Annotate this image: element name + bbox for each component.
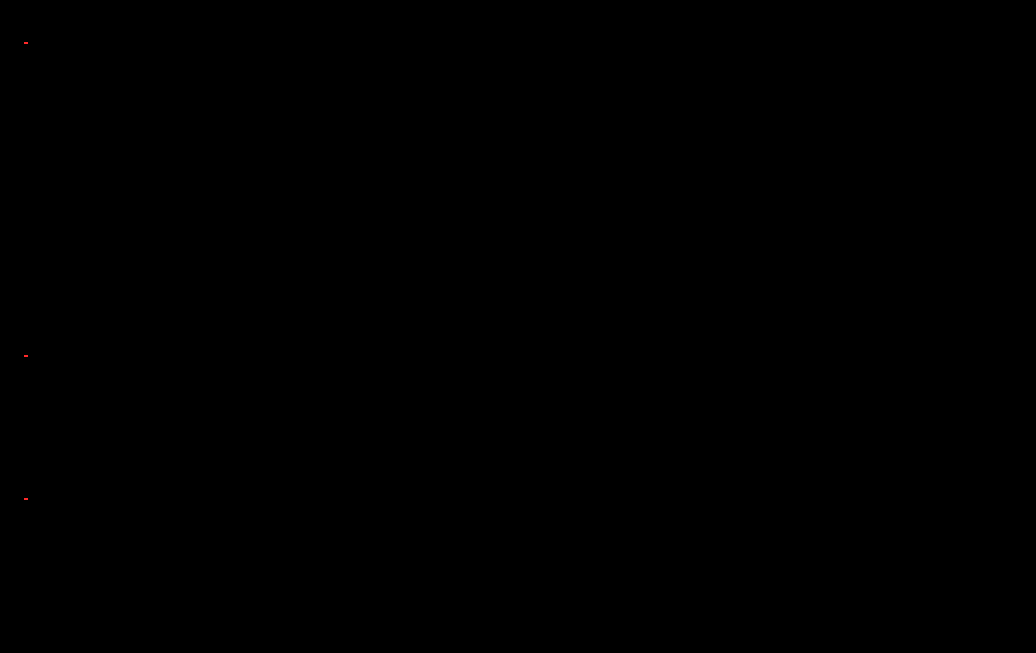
- period-daily-badge[interactable]: [23, 355, 28, 357]
- kd-panel-header: [2, 331, 52, 379]
- period-daily-badge[interactable]: [23, 498, 28, 500]
- macd-panel-header: [2, 474, 52, 522]
- main-panel-header: [2, 18, 34, 66]
- period-daily-badge[interactable]: [23, 42, 28, 44]
